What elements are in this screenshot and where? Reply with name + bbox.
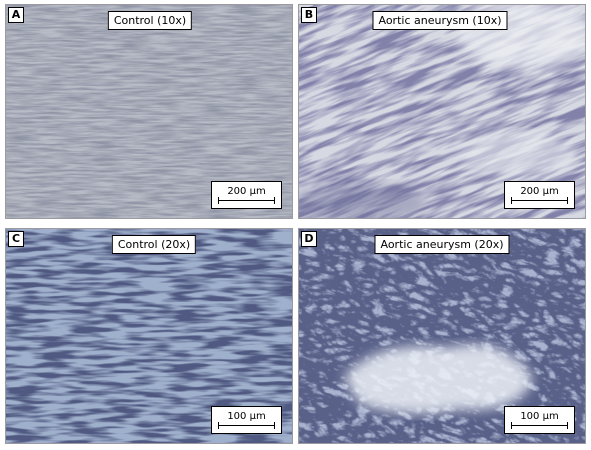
scale-label: 200 µm xyxy=(520,186,559,197)
panel-letter: D xyxy=(301,231,317,247)
panel-title: Aortic aneurysm (20x) xyxy=(374,235,510,254)
scale-label: 100 µm xyxy=(520,411,559,422)
panel-letter: C xyxy=(8,231,24,247)
panel-b: B Aortic aneurysm (10x) 200 µm xyxy=(298,4,586,219)
panel-a: A Control (10x) 200 µm xyxy=(5,4,293,219)
scale-bar: 200 µm xyxy=(504,181,575,209)
scale-line xyxy=(511,422,568,429)
scale-line xyxy=(218,197,275,204)
panel-d: D Aortic aneurysm (20x) 100 µm xyxy=(298,228,586,444)
scale-line xyxy=(511,197,568,204)
panel-title: Aortic aneurysm (10x) xyxy=(372,11,508,30)
panel-title: Control (20x) xyxy=(111,235,197,254)
panel-title: Control (10x) xyxy=(107,11,193,30)
panel-letter: B xyxy=(301,7,317,23)
scale-line xyxy=(218,422,275,429)
scale-label: 200 µm xyxy=(227,186,266,197)
scale-bar: 100 µm xyxy=(211,406,282,434)
scale-label: 100 µm xyxy=(227,411,266,422)
scale-bar: 200 µm xyxy=(211,181,282,209)
scale-bar: 100 µm xyxy=(504,406,575,434)
panel-c: C Control (20x) 100 µm xyxy=(5,228,293,444)
panel-letter: A xyxy=(8,7,24,23)
micrograph-control-10x xyxy=(6,5,292,218)
